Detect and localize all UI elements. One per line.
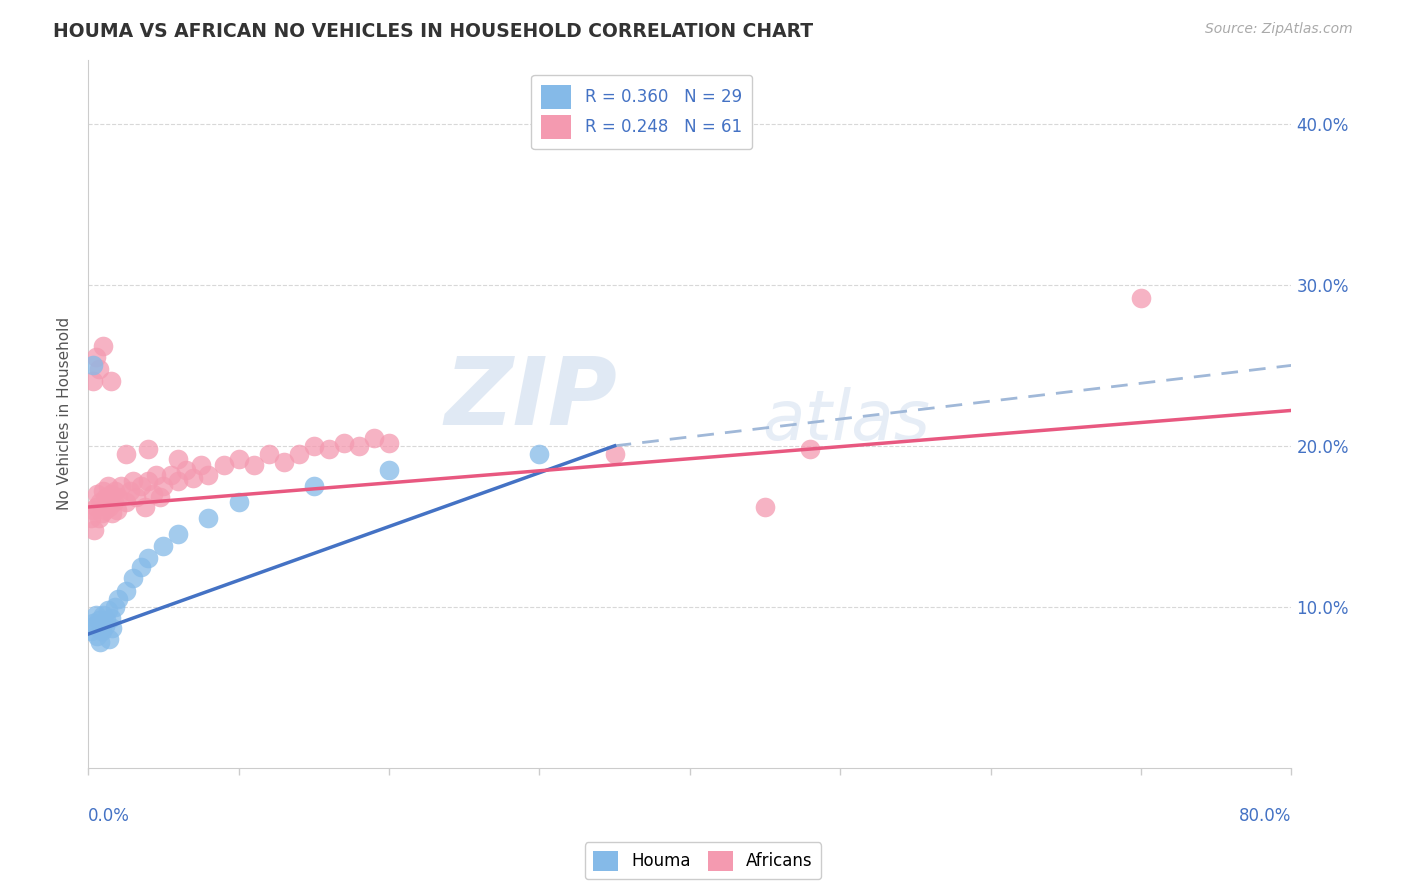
Point xyxy=(84,351,107,365)
Point xyxy=(149,491,172,505)
Point xyxy=(107,591,129,606)
Point xyxy=(96,491,118,505)
Point xyxy=(242,458,264,472)
Point xyxy=(86,487,108,501)
Point xyxy=(84,607,107,622)
Point xyxy=(87,613,110,627)
Point xyxy=(82,503,104,517)
Point xyxy=(197,511,219,525)
Point xyxy=(100,611,122,625)
Point xyxy=(603,447,626,461)
Text: atlas: atlas xyxy=(762,387,929,454)
Point xyxy=(101,621,124,635)
Point xyxy=(197,467,219,482)
Point xyxy=(93,619,115,633)
Point xyxy=(83,619,105,633)
Point xyxy=(97,479,120,493)
Point xyxy=(90,507,112,521)
Point xyxy=(378,435,401,450)
Point xyxy=(120,483,142,498)
Point xyxy=(125,491,148,505)
Point xyxy=(228,495,250,509)
Point xyxy=(80,624,103,638)
Legend: R = 0.360   N = 29, R = 0.248   N = 61: R = 0.360 N = 29, R = 0.248 N = 61 xyxy=(531,75,752,149)
Point xyxy=(100,375,122,389)
Point xyxy=(80,511,103,525)
Point xyxy=(302,439,325,453)
Point xyxy=(93,503,115,517)
Text: 0.0%: 0.0% xyxy=(89,806,129,824)
Point xyxy=(136,442,159,456)
Point xyxy=(754,500,776,514)
Point xyxy=(87,511,110,525)
Point xyxy=(104,483,127,498)
Point xyxy=(103,495,125,509)
Point xyxy=(347,439,370,453)
Point xyxy=(89,635,111,649)
Text: HOUMA VS AFRICAN NO VEHICLES IN HOUSEHOLD CORRELATION CHART: HOUMA VS AFRICAN NO VEHICLES IN HOUSEHOL… xyxy=(53,22,814,41)
Point xyxy=(122,475,145,489)
Point xyxy=(174,463,197,477)
Point xyxy=(160,467,183,482)
Point xyxy=(257,447,280,461)
Point xyxy=(136,551,159,566)
Point xyxy=(190,458,212,472)
Point xyxy=(86,629,108,643)
Point xyxy=(114,447,136,461)
Point xyxy=(136,475,159,489)
Point xyxy=(87,361,110,376)
Point xyxy=(378,463,401,477)
Text: Source: ZipAtlas.com: Source: ZipAtlas.com xyxy=(1205,22,1353,37)
Point xyxy=(104,599,127,614)
Point xyxy=(167,475,190,489)
Point xyxy=(114,495,136,509)
Point xyxy=(318,442,340,456)
Point xyxy=(91,339,114,353)
Point xyxy=(122,571,145,585)
Point xyxy=(97,603,120,617)
Legend: Houma, Africans: Houma, Africans xyxy=(585,842,821,880)
Point xyxy=(91,483,114,498)
Point xyxy=(302,479,325,493)
Point xyxy=(84,500,107,514)
Point xyxy=(142,487,165,501)
Text: ZIP: ZIP xyxy=(444,353,617,445)
Point xyxy=(167,527,190,541)
Y-axis label: No Vehicles in Household: No Vehicles in Household xyxy=(58,317,72,510)
Point xyxy=(152,539,174,553)
Point xyxy=(287,447,309,461)
Point xyxy=(145,467,167,482)
Point xyxy=(100,487,122,501)
Point xyxy=(98,632,121,646)
Point xyxy=(129,559,152,574)
Point xyxy=(98,500,121,514)
Point xyxy=(152,479,174,493)
Point xyxy=(82,359,104,373)
Point xyxy=(107,491,129,505)
Point xyxy=(363,431,385,445)
Point xyxy=(333,435,356,450)
Point xyxy=(799,442,821,456)
Point xyxy=(82,615,104,630)
Point xyxy=(212,458,235,472)
Point xyxy=(101,507,124,521)
Point xyxy=(273,455,295,469)
Text: 80.0%: 80.0% xyxy=(1239,806,1292,824)
Point xyxy=(110,479,132,493)
Point xyxy=(129,479,152,493)
Point xyxy=(105,503,128,517)
Point xyxy=(167,451,190,466)
Point xyxy=(90,624,112,638)
Point xyxy=(96,613,118,627)
Point xyxy=(134,500,156,514)
Point xyxy=(114,583,136,598)
Point xyxy=(83,523,105,537)
Point xyxy=(82,375,104,389)
Point xyxy=(91,607,114,622)
Point xyxy=(1130,291,1153,305)
Point xyxy=(89,495,111,509)
Point xyxy=(228,451,250,466)
Point xyxy=(529,447,551,461)
Point xyxy=(183,471,205,485)
